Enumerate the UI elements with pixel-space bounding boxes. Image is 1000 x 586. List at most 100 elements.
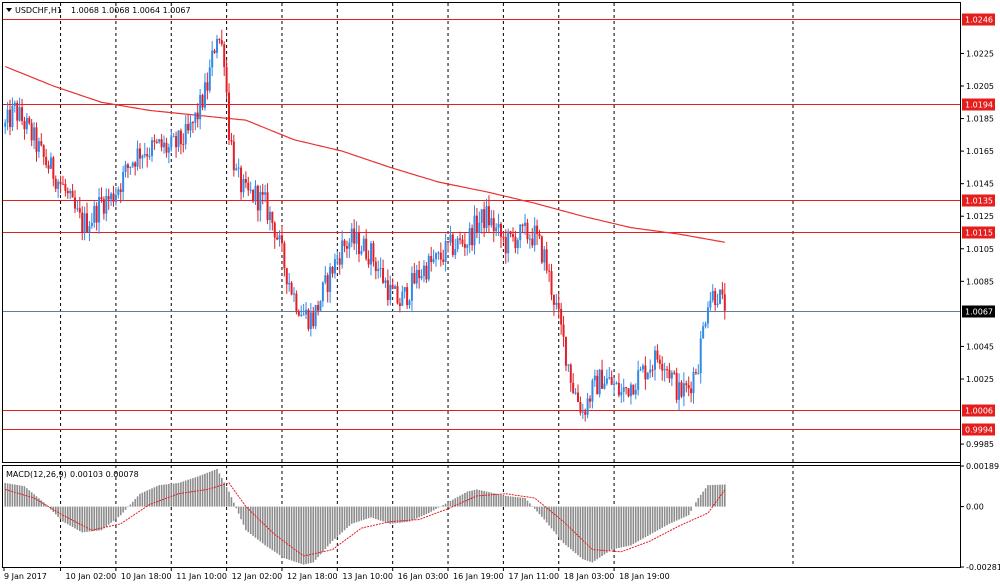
candle-bull [682, 383, 685, 397]
time-axis: 9 Jan 2017 10 Jan 02:00 10 Jan 18:00 11 Jan… [3, 567, 670, 581]
candle-bear [95, 205, 98, 223]
candle-bear [596, 375, 599, 395]
candle-bear [283, 243, 286, 269]
candle-bull [591, 380, 594, 402]
candle-bull [497, 223, 500, 228]
level-price-tag [962, 226, 995, 239]
candle-bear [45, 156, 48, 166]
candle-bull [615, 382, 618, 385]
candle-bear [463, 243, 466, 248]
candle-bull [507, 231, 510, 254]
candle-bear [64, 183, 67, 191]
candle-bull [543, 249, 546, 263]
candle-bear [220, 40, 223, 45]
candle-bear [179, 130, 182, 145]
candle-bull [641, 365, 644, 370]
level-price-tag [962, 423, 995, 436]
chart-menu-arrow-icon[interactable] [6, 8, 12, 12]
candle-bear [680, 382, 683, 397]
candle-bull [427, 256, 430, 280]
candle-bear [459, 238, 462, 240]
candle-bull [639, 369, 642, 371]
macd-tick-label: 0.00189 [966, 462, 999, 471]
candle-bull [88, 226, 91, 232]
candle-bear [138, 148, 141, 159]
candle-bear [601, 369, 604, 389]
macd-label: MACD(12,26,9) [6, 470, 67, 479]
candle-bull [437, 252, 440, 254]
candle-bull [309, 312, 312, 330]
candle-bear [504, 237, 507, 254]
candle-bull [608, 377, 611, 379]
candle-bear [191, 122, 194, 124]
candle-bear [461, 239, 464, 244]
candle-bull [136, 148, 139, 167]
candles [4, 29, 726, 422]
vertical-grid [60, 3, 794, 567]
price-tick-label: 1.0105 [966, 245, 994, 254]
candle-bull [203, 82, 206, 108]
candle-bear [155, 141, 158, 143]
candle-bear [244, 179, 247, 183]
candle-bear [675, 372, 678, 400]
candle-bear [721, 289, 724, 295]
candle-bull [634, 389, 637, 395]
candle-bull [324, 275, 327, 283]
price-tick-label: 1.0165 [966, 147, 994, 156]
candle-bull [598, 369, 601, 395]
candle-bull [528, 238, 531, 240]
candle-bull [83, 213, 86, 233]
candle-bull [141, 155, 144, 159]
candle-bull [649, 369, 652, 373]
candle-bull [110, 193, 113, 200]
candle-bear [531, 238, 534, 246]
candle-bull [336, 258, 339, 260]
candle-bear [447, 241, 450, 243]
candle-bear [16, 102, 19, 121]
candle-bull [516, 240, 519, 249]
candle-bull [170, 136, 173, 148]
price-tick-label: 1.0085 [966, 277, 994, 286]
candle-bear [247, 182, 250, 191]
candle-bear [502, 236, 505, 238]
price-tick-label: 1.0225 [966, 49, 994, 58]
level-price-label: 1.0246 [965, 16, 993, 25]
candle-bull [444, 241, 447, 262]
candle-bear [81, 212, 84, 233]
candle-bear [261, 192, 264, 195]
candle-bear [557, 302, 560, 309]
candle-bull [129, 166, 132, 168]
candle-bear [545, 249, 548, 271]
macd-tick-label: -0.00281 [966, 563, 1000, 572]
candle-bear [285, 268, 288, 285]
candle-bull [567, 364, 570, 366]
candle-bear [134, 162, 137, 167]
price-tick-label: 1.0025 [966, 375, 994, 384]
candle-bull [167, 147, 170, 153]
candle-bull [389, 284, 392, 301]
candle-bull [360, 250, 363, 255]
candle-bull [654, 350, 657, 370]
candle-bull [215, 38, 218, 53]
candle-bull [4, 122, 7, 127]
candle-bear [673, 372, 676, 374]
candle-bear [714, 290, 717, 306]
horizontal-levels[interactable]: 1.0246 1.0194 1.0135 1.0115 1.0006 0.9994 1.00… [3, 13, 995, 436]
candle-bull [237, 167, 240, 169]
candle-bear [514, 236, 517, 249]
candle-bear [413, 272, 416, 284]
candle-bull [403, 287, 406, 292]
candle-bull [702, 326, 705, 339]
candle-bear [610, 377, 613, 385]
candle-bear [160, 139, 163, 148]
candle-bull [432, 259, 435, 263]
candle-bear [538, 233, 541, 237]
candle-bear [326, 275, 329, 292]
candle-bear [213, 50, 216, 53]
candle-bull [172, 136, 175, 138]
candle-bull [300, 315, 303, 317]
candle-bear [668, 369, 671, 379]
level-price-tag [962, 13, 995, 26]
